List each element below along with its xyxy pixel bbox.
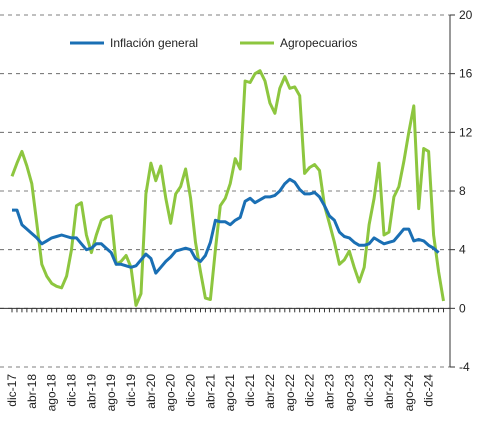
x-tick-label: ago-19 <box>104 374 118 412</box>
y-tick-label: 16 <box>459 67 473 81</box>
x-tick-label: ago-18 <box>45 374 59 412</box>
legend-label: Inflación general <box>110 36 198 50</box>
x-tick-label: dic-17 <box>5 374 19 407</box>
x-tick-label: dic-21 <box>243 374 257 407</box>
x-tick-label: dic-20 <box>184 374 198 407</box>
legend-label: Agropecuarios <box>280 36 357 50</box>
x-tick-label: abr-22 <box>263 374 277 409</box>
x-tick-label: abr-19 <box>84 374 98 409</box>
x-tick-label: ago-22 <box>283 374 297 412</box>
x-tick-label: abr-21 <box>203 374 217 409</box>
x-tick-label: dic-23 <box>362 374 376 407</box>
x-tick-label: dic-22 <box>303 374 317 407</box>
x-tick-label: dic-18 <box>65 374 79 407</box>
x-tick-label: dic-19 <box>124 374 138 407</box>
x-tick-label: ago-21 <box>223 374 237 412</box>
x-tick-label: abr-20 <box>144 374 158 409</box>
series-line <box>12 177 440 275</box>
x-tick-label: ago-20 <box>164 374 178 412</box>
x-tick-label: ago-24 <box>402 374 416 412</box>
x-tick-label: abr-18 <box>25 374 39 409</box>
series-line <box>10 69 445 307</box>
x-tick-label: abr-24 <box>382 374 396 409</box>
y-tick-label: 8 <box>459 184 466 198</box>
y-tick-label: 0 <box>459 301 466 315</box>
y-tick-label: -4 <box>459 360 470 374</box>
x-tick-label: ago-23 <box>342 374 356 412</box>
x-tick-label: abr-23 <box>322 374 336 409</box>
x-tick-label: dic-24 <box>422 374 436 407</box>
y-tick-label: 20 <box>459 8 473 22</box>
y-tick-label: 4 <box>459 243 466 257</box>
y-tick-label: 12 <box>459 125 473 139</box>
